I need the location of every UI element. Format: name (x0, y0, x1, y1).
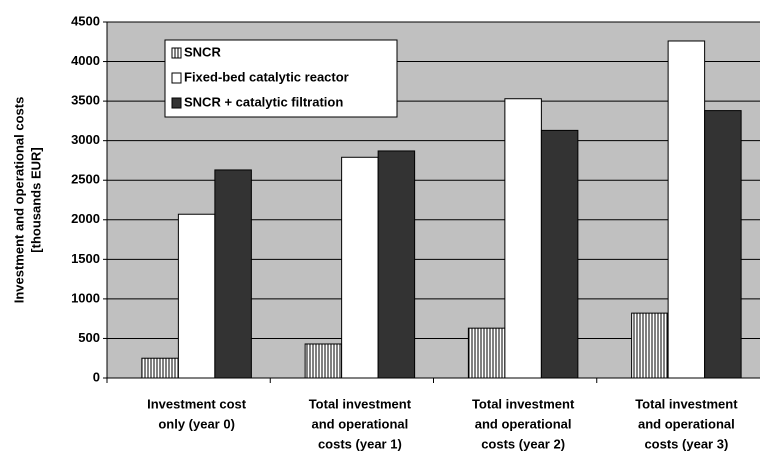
bar (540, 129, 579, 379)
legend-label: Fixed-bed catalytic reactor (184, 69, 349, 84)
legend-label: SNCR + catalytic filtration (184, 94, 343, 109)
bar (177, 213, 216, 379)
x-tick-label: costs (year 2) (481, 436, 565, 451)
y-tick-label: 1000 (71, 290, 100, 305)
bar (141, 357, 179, 379)
bar (704, 110, 742, 379)
legend-box (164, 39, 398, 118)
bar (341, 156, 379, 379)
legend-swatch (171, 72, 182, 84)
y-tick-label: 2500 (71, 172, 100, 187)
bar (667, 40, 706, 379)
x-tick-label: only (year 0) (158, 416, 235, 431)
x-tick-label: and operational (475, 416, 572, 431)
bar (304, 343, 343, 379)
y-tick-label: 500 (78, 330, 100, 345)
legend-swatch (171, 47, 182, 59)
x-tick-label: Total investment (309, 396, 412, 411)
y-tick-label: 4000 (71, 53, 100, 68)
x-tick-label: costs (year 1) (318, 436, 402, 451)
x-tick-label: Total investment (472, 396, 575, 411)
bar (631, 312, 669, 379)
y-axis-label-line: Investment and operational costs (11, 97, 26, 304)
bar (467, 327, 506, 379)
bar (377, 150, 416, 379)
y-axis-label: Investment and operational costs [thousan… (11, 97, 43, 304)
x-tick-label: Investment cost (147, 396, 247, 411)
y-tick-label: 3500 (71, 93, 100, 108)
y-tick-label: 1500 (71, 251, 100, 266)
bar (214, 169, 252, 379)
y-tick-label: 4500 (71, 13, 100, 28)
bar (504, 98, 542, 379)
y-axis-label-line: [thousands EUR] (28, 147, 43, 252)
y-tick-label: 3000 (71, 132, 100, 147)
x-tick-label: costs (year 3) (644, 436, 728, 451)
x-tick-label: and operational (311, 416, 408, 431)
y-tick-label: 0 (93, 369, 100, 384)
x-tick-label: Total investment (635, 396, 738, 411)
y-tick-label: 2000 (71, 211, 100, 226)
legend-label: SNCR (184, 44, 221, 59)
x-tick-label: and operational (638, 416, 735, 431)
legend-swatch (171, 97, 182, 109)
